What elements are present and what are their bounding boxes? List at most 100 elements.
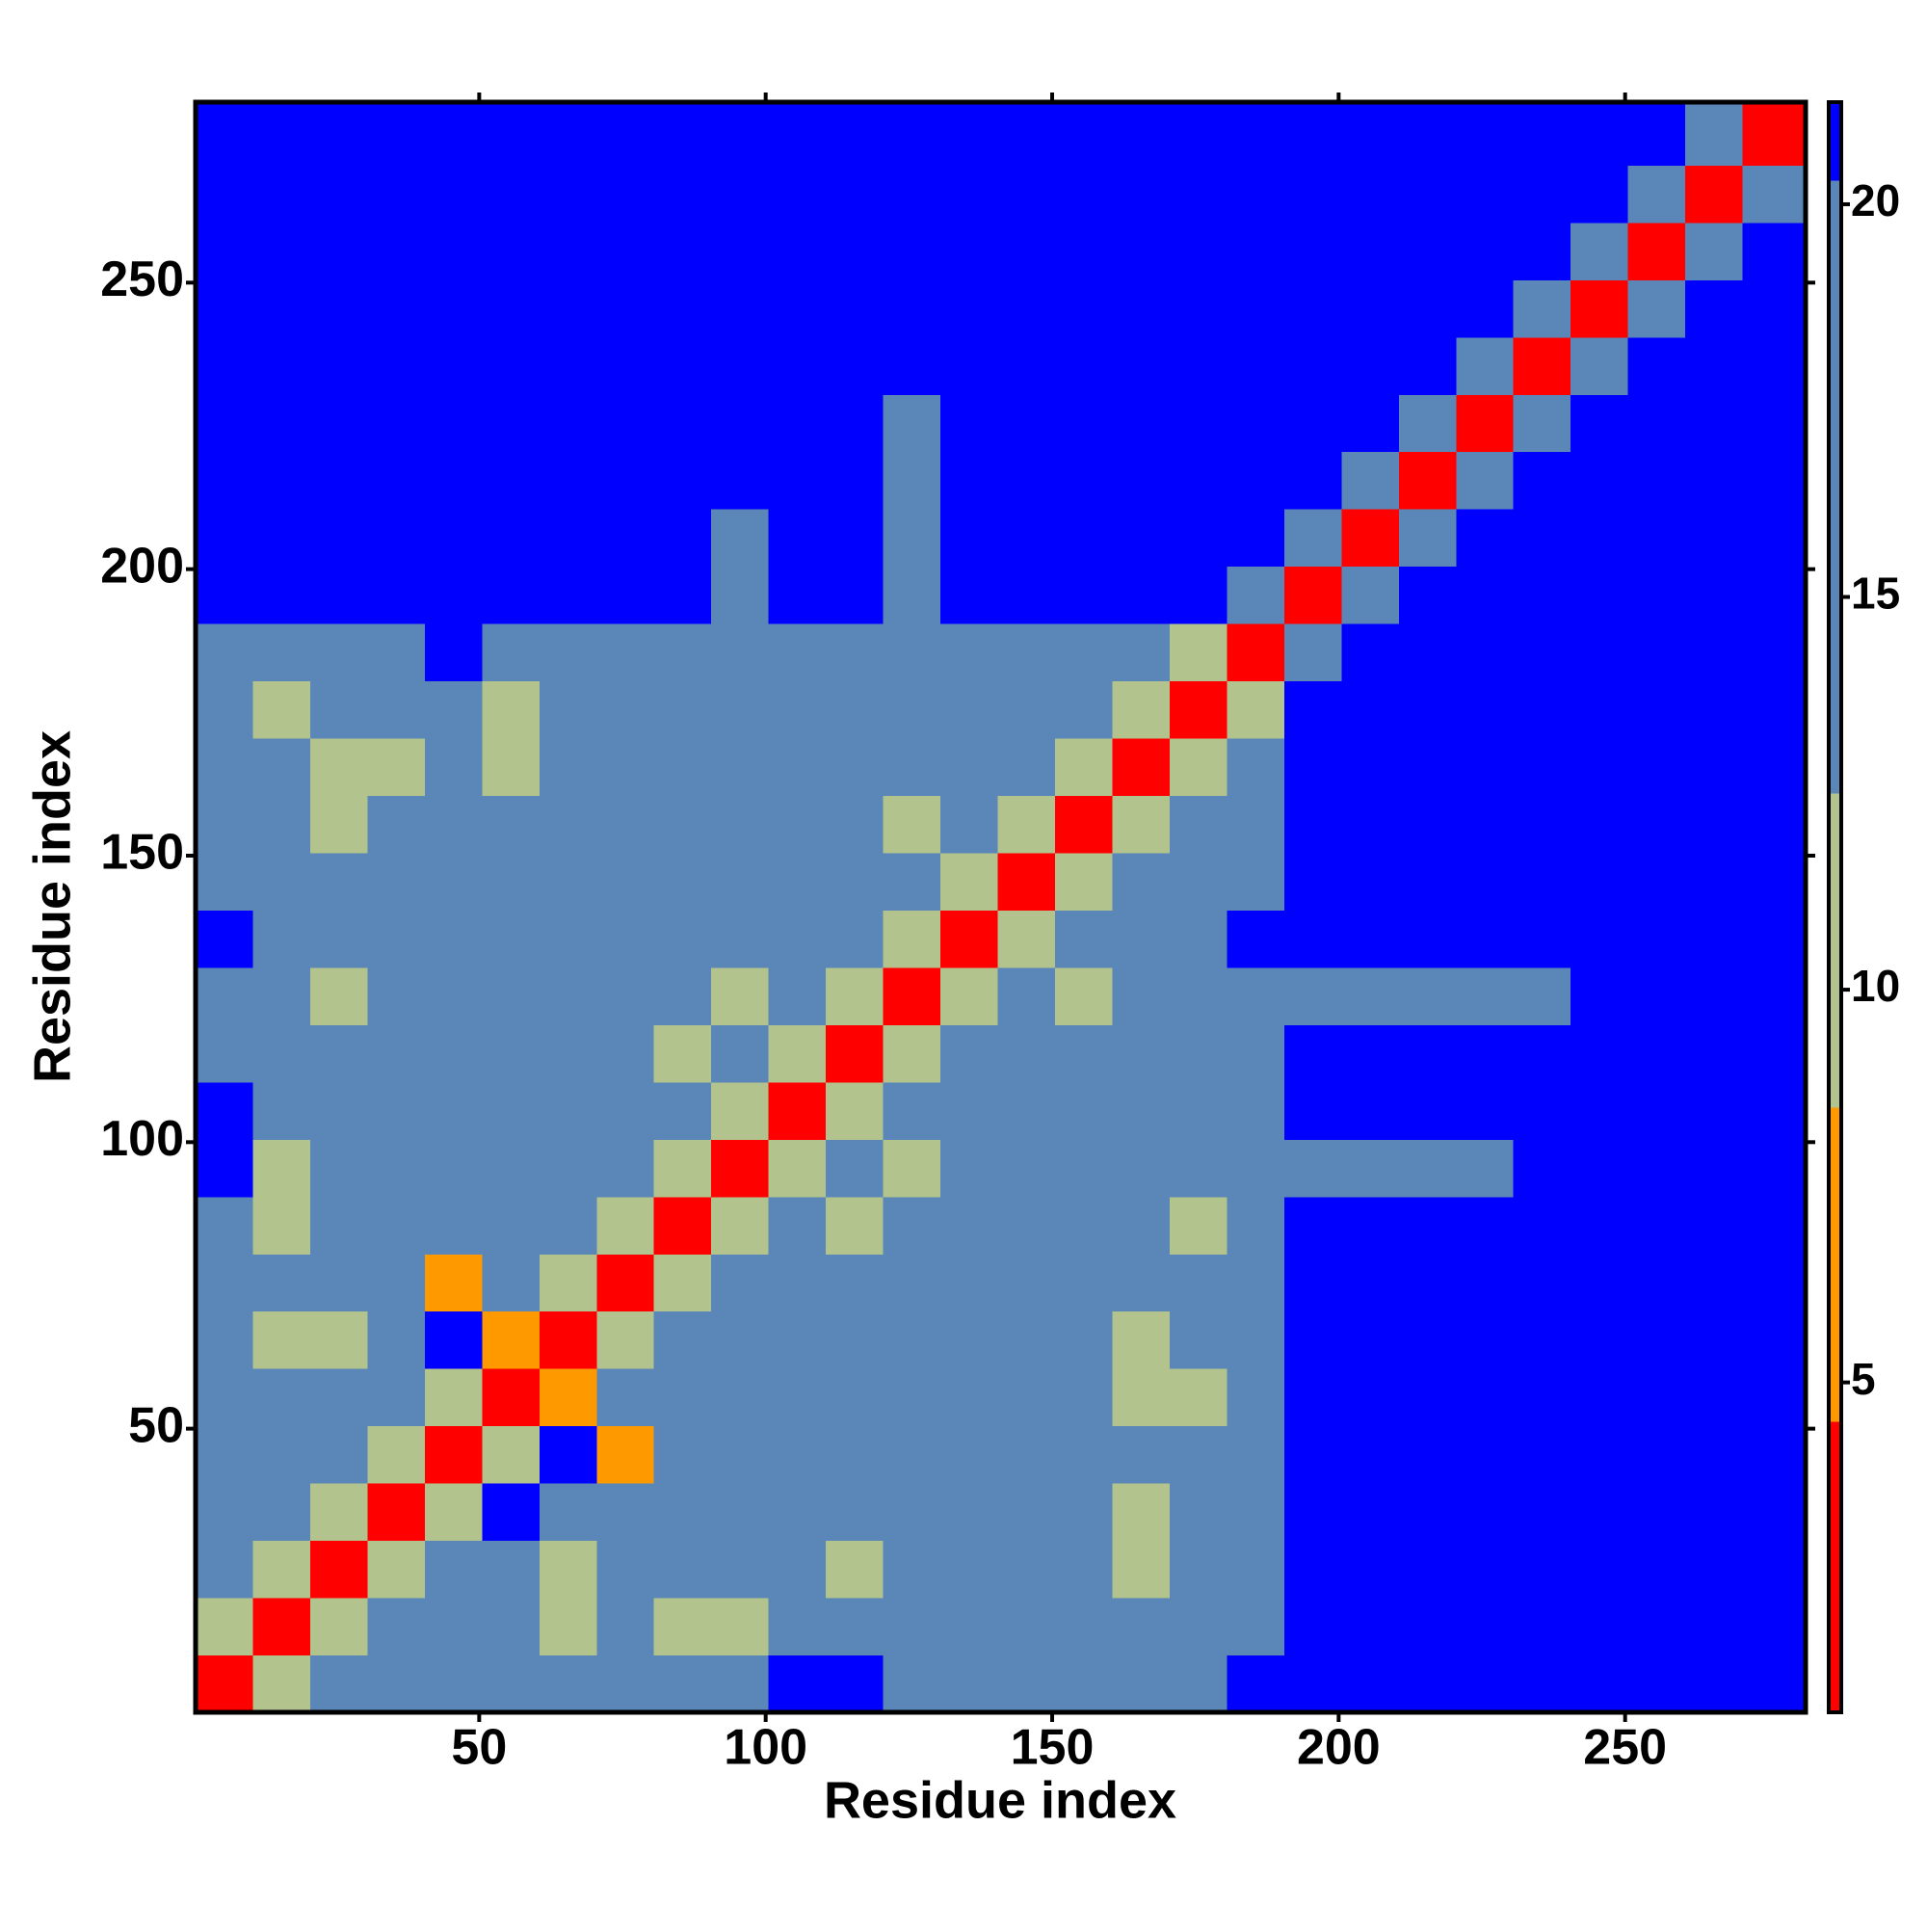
heatmap-cell xyxy=(252,680,311,739)
heatmap-cell xyxy=(482,1654,541,1713)
heatmap-cell xyxy=(1227,680,1285,739)
heatmap-cell xyxy=(482,1598,541,1656)
heatmap-cell xyxy=(1283,853,1342,911)
plot-frame xyxy=(193,99,1808,1715)
colorbar-tick-label: 15 xyxy=(1851,569,1900,619)
heatmap-cell xyxy=(883,1368,941,1427)
heatmap-cell xyxy=(653,1654,712,1713)
heatmap-cell xyxy=(1456,738,1515,797)
heatmap-cell xyxy=(883,1598,941,1656)
heatmap-cell xyxy=(1571,336,1629,395)
heatmap-cell xyxy=(1398,1310,1457,1369)
heatmap-cell xyxy=(1112,1540,1171,1599)
heatmap-cell xyxy=(367,680,426,739)
heatmap-cell xyxy=(883,910,941,968)
heatmap-cell xyxy=(883,738,941,797)
heatmap-cell xyxy=(196,1368,253,1427)
heatmap-cell xyxy=(1227,853,1285,911)
heatmap-cell xyxy=(768,853,827,911)
heatmap-cell xyxy=(252,336,311,395)
heatmap-cell xyxy=(1341,1139,1400,1198)
heatmap-cell xyxy=(1169,1081,1227,1140)
heatmap-cell xyxy=(539,222,597,280)
heatmap-cell xyxy=(768,680,827,739)
heatmap-cell xyxy=(1685,1598,1744,1656)
heatmap-cell xyxy=(1571,1139,1629,1198)
heatmap-cell xyxy=(653,1081,712,1140)
heatmap-cell xyxy=(1054,165,1113,224)
heatmap-cell xyxy=(482,336,541,395)
heatmap-cell xyxy=(1513,1139,1571,1198)
heatmap-cell xyxy=(1513,1196,1571,1255)
heatmap-cell xyxy=(1112,738,1171,797)
heatmap-cell xyxy=(539,1425,597,1484)
heatmap-cell xyxy=(252,795,311,854)
heatmap-cell xyxy=(539,1540,597,1599)
heatmap-cell xyxy=(711,910,770,968)
heatmap-cell xyxy=(309,222,368,280)
heatmap-cell xyxy=(826,1139,884,1198)
heatmap-cell xyxy=(1627,394,1686,453)
heatmap-cell xyxy=(1456,1024,1515,1083)
heatmap-cell xyxy=(883,795,941,854)
heatmap-cell xyxy=(1571,1483,1629,1542)
heatmap-cell xyxy=(653,1425,712,1484)
heatmap-cell xyxy=(309,279,368,338)
heatmap-cell xyxy=(940,222,999,280)
heatmap-cell xyxy=(768,566,827,624)
heatmap-cell xyxy=(653,1024,712,1083)
heatmap-cell xyxy=(711,1425,770,1484)
heatmap-cell xyxy=(196,1654,253,1713)
heatmap-cell xyxy=(309,102,368,166)
heatmap-cell xyxy=(1283,566,1342,624)
heatmap-cell xyxy=(1341,222,1400,280)
heatmap-cell xyxy=(424,910,483,968)
heatmap-cell xyxy=(196,795,253,854)
heatmap-cell xyxy=(1513,566,1571,624)
heatmap-cell xyxy=(997,623,1056,682)
heatmap-cell xyxy=(1169,1139,1227,1198)
heatmap-cell xyxy=(596,1654,655,1713)
heatmap-cell xyxy=(1456,680,1515,739)
heatmap-cell xyxy=(1283,1368,1342,1427)
heatmap-cell xyxy=(1627,1310,1686,1369)
heatmap-cell xyxy=(826,738,884,797)
heatmap-cell xyxy=(424,394,483,453)
heatmap-cell xyxy=(997,738,1056,797)
heatmap-cell xyxy=(1112,1654,1171,1713)
heatmap-cell xyxy=(1341,165,1400,224)
heatmap-cell xyxy=(1513,623,1571,682)
heatmap-cell xyxy=(309,910,368,968)
heatmap-cell xyxy=(883,853,941,911)
heatmap-cell xyxy=(1054,566,1113,624)
heatmap-cell xyxy=(1112,1310,1171,1369)
heatmap-cell xyxy=(424,1024,483,1083)
heatmap-cell xyxy=(367,509,426,568)
heatmap-cell xyxy=(883,451,941,510)
heatmap-cell xyxy=(309,966,368,1025)
heatmap-cell xyxy=(1513,1598,1571,1656)
heatmap-cell xyxy=(768,1310,827,1369)
heatmap-cell xyxy=(1627,1139,1686,1198)
heatmap-cell xyxy=(653,336,712,395)
heatmap-cell xyxy=(1341,1368,1400,1427)
heatmap-cell xyxy=(1112,795,1171,854)
heatmap-cell xyxy=(1398,1540,1457,1599)
heatmap-cell xyxy=(367,738,426,797)
heatmap-cell xyxy=(1227,165,1285,224)
heatmap-cell xyxy=(997,222,1056,280)
heatmap-cell xyxy=(1456,966,1515,1025)
heatmap-cell xyxy=(539,1310,597,1369)
heatmap-cell xyxy=(196,566,253,624)
heatmap-cell xyxy=(1513,336,1571,395)
heatmap-cell xyxy=(1112,451,1171,510)
heatmap-cell xyxy=(1513,1024,1571,1083)
heatmap-cell xyxy=(1398,910,1457,968)
heatmap-cell xyxy=(196,1483,253,1542)
heatmap-cell xyxy=(1571,102,1629,166)
heatmap-cell xyxy=(883,566,941,624)
heatmap-cell xyxy=(1456,1081,1515,1140)
heatmap-cell xyxy=(482,509,541,568)
heatmap-cell xyxy=(539,1654,597,1713)
heatmap-cell xyxy=(997,966,1056,1025)
